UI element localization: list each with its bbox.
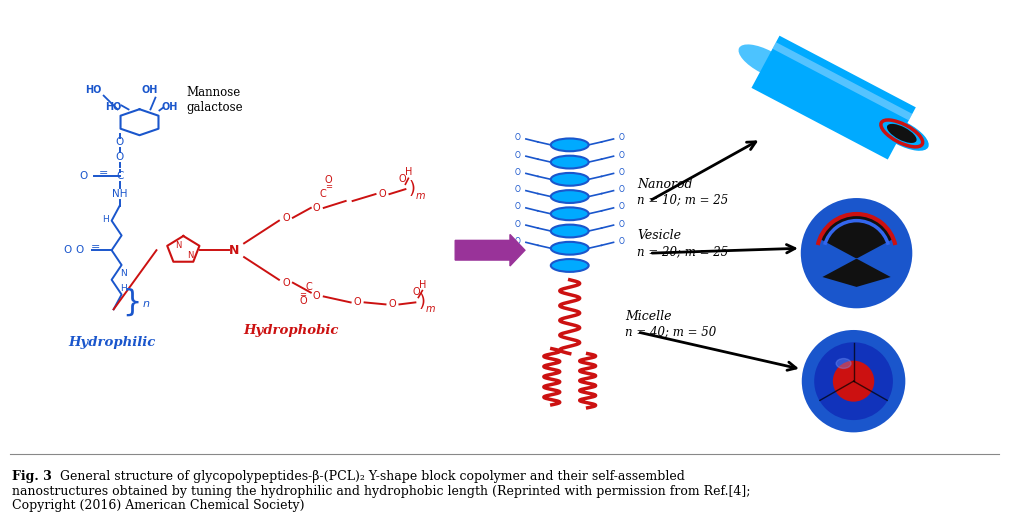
Text: N: N (187, 251, 194, 260)
Text: C: C (306, 282, 312, 292)
Text: H: H (405, 168, 412, 177)
Ellipse shape (551, 139, 588, 151)
FancyArrow shape (455, 235, 525, 266)
Ellipse shape (551, 156, 588, 169)
Polygon shape (819, 214, 894, 287)
Circle shape (802, 330, 905, 432)
Text: O: O (619, 168, 625, 177)
Text: O: O (64, 245, 72, 255)
Ellipse shape (551, 173, 588, 186)
Ellipse shape (551, 259, 588, 272)
Text: O: O (515, 150, 521, 160)
Text: O: O (80, 171, 88, 181)
Text: Nanorod: Nanorod (638, 178, 693, 191)
Text: H: H (102, 215, 109, 224)
Text: m: m (416, 191, 425, 201)
Circle shape (801, 198, 912, 308)
Text: O: O (619, 185, 625, 194)
Text: Micelle: Micelle (626, 310, 672, 323)
Polygon shape (752, 36, 916, 160)
Text: HO: HO (105, 102, 122, 112)
Text: O: O (515, 168, 521, 177)
Text: =: = (325, 181, 332, 191)
Text: Mannose
galactose: Mannose galactose (187, 86, 243, 114)
Text: O: O (413, 286, 420, 297)
Text: Fig. 3: Fig. 3 (12, 470, 51, 483)
Ellipse shape (551, 207, 588, 220)
Text: O: O (283, 278, 290, 288)
Text: ): ) (409, 180, 416, 198)
Text: O: O (115, 151, 124, 162)
Text: O: O (515, 237, 521, 246)
Text: n = 40; m = 50: n = 40; m = 50 (626, 325, 716, 339)
Text: O: O (515, 185, 521, 194)
Text: OH: OH (161, 102, 178, 112)
Text: O: O (388, 299, 397, 309)
Polygon shape (773, 42, 912, 120)
Text: O: O (76, 245, 84, 255)
Ellipse shape (876, 117, 927, 150)
Text: H: H (419, 280, 426, 290)
Text: m: m (426, 305, 435, 314)
Text: nanostructures obtained by tuning the hydrophilic and hydrophobic length (Reprin: nanostructures obtained by tuning the hy… (12, 484, 751, 497)
Text: =: = (99, 169, 108, 178)
Text: N: N (120, 269, 127, 278)
Text: C: C (116, 171, 123, 181)
Text: O: O (325, 175, 333, 185)
Ellipse shape (887, 124, 916, 143)
Ellipse shape (551, 242, 588, 255)
Ellipse shape (875, 116, 928, 151)
Text: O: O (619, 202, 625, 211)
Text: n: n (143, 299, 150, 309)
Text: O: O (378, 189, 386, 199)
Text: O: O (515, 220, 521, 229)
Text: Hydrophilic: Hydrophilic (68, 336, 155, 349)
Text: O: O (619, 237, 625, 246)
Text: =: = (91, 242, 100, 252)
Circle shape (814, 342, 893, 420)
Text: HO: HO (86, 85, 102, 95)
Text: O: O (354, 297, 361, 308)
Ellipse shape (739, 44, 792, 79)
Text: NH: NH (112, 189, 127, 199)
Text: C: C (320, 189, 326, 199)
Text: }: } (122, 288, 141, 317)
Text: O: O (515, 202, 521, 211)
Text: Copyright (2016) American Chemical Society): Copyright (2016) American Chemical Socie… (12, 499, 305, 512)
Ellipse shape (551, 190, 588, 203)
Text: O: O (619, 133, 625, 143)
Text: O: O (515, 133, 521, 143)
Text: ): ) (419, 294, 426, 311)
Circle shape (832, 361, 874, 402)
Text: O: O (115, 137, 124, 147)
Text: O: O (619, 150, 625, 160)
Ellipse shape (551, 224, 588, 237)
Text: Vesicle: Vesicle (638, 229, 681, 242)
Text: O: O (313, 203, 321, 213)
Text: O: O (283, 212, 290, 223)
Text: N: N (229, 244, 239, 257)
Text: H: H (120, 284, 127, 293)
Text: N: N (176, 241, 182, 250)
Text: OH: OH (141, 85, 157, 95)
Text: O: O (313, 292, 321, 301)
Text: O: O (399, 174, 407, 185)
Text: n = 20; m = 25: n = 20; m = 25 (638, 246, 728, 258)
Ellipse shape (836, 358, 851, 369)
Text: O: O (619, 220, 625, 229)
Text: =: = (300, 290, 307, 299)
Text: General structure of glycopolypeptides-β-(PCL)₂ Y-shape block copolymer and thei: General structure of glycopolypeptides-β… (60, 470, 685, 483)
Text: n = 10; m = 25: n = 10; m = 25 (638, 193, 728, 206)
Text: O: O (299, 296, 307, 307)
Text: Hydrophobic: Hydrophobic (243, 324, 339, 337)
